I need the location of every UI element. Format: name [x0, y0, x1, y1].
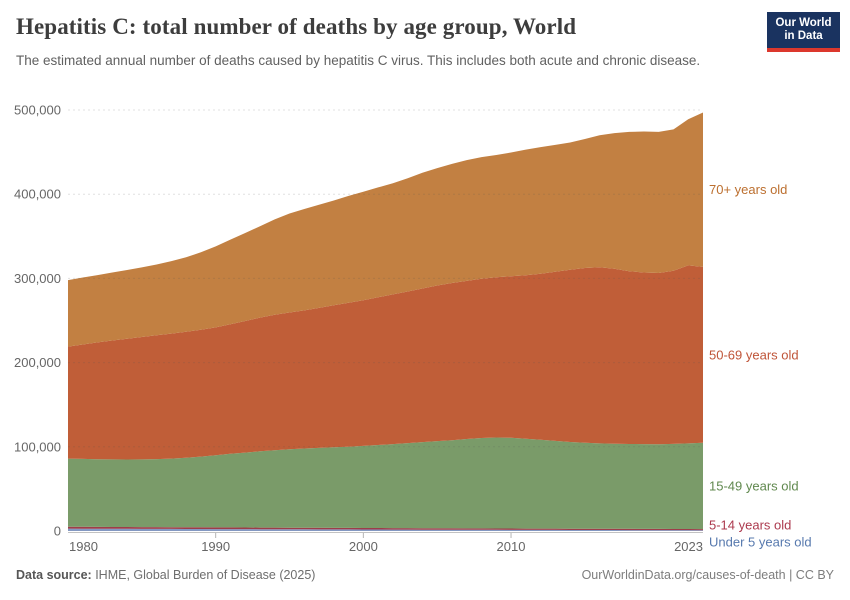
y-tick-label: 400,000: [14, 187, 61, 202]
logo-line1: Our World: [775, 17, 832, 29]
license-credit[interactable]: OurWorldinData.org/causes-of-death | CC …: [581, 568, 834, 582]
y-tick-label: 200,000: [14, 355, 61, 370]
x-tick-label: 1980: [69, 539, 98, 554]
series-label-15-49-years-old[interactable]: 15-49 years old: [709, 478, 799, 493]
x-tick-label: 1990: [201, 539, 230, 554]
series-label-50-69-years-old[interactable]: 50-69 years old: [709, 347, 799, 362]
data-source-label: Data source:: [16, 568, 92, 582]
y-tick-label: 100,000: [14, 439, 61, 454]
y-tick-label: 500,000: [14, 103, 61, 118]
chart-subtitle: The estimated annual number of deaths ca…: [16, 53, 701, 68]
x-tick-label: 2023: [674, 539, 703, 554]
owid-logo[interactable]: Our World in Data: [767, 12, 840, 52]
logo-line2: in Data: [784, 30, 823, 42]
data-source: Data source: IHME, Global Burden of Dise…: [16, 568, 315, 582]
chart-title: Hepatitis C: total number of deaths by a…: [16, 14, 577, 39]
y-tick-label: 300,000: [14, 271, 61, 286]
area-50-69-years-old[interactable]: [68, 265, 703, 460]
area-15-49-years-old[interactable]: [68, 437, 703, 530]
data-source-text: IHME, Global Burden of Disease (2025): [91, 568, 316, 582]
x-tick-label: 2000: [349, 539, 378, 554]
series-label-5-14-years-old[interactable]: 5-14 years old: [709, 518, 791, 533]
x-tick-label: 2010: [497, 539, 526, 554]
area-under-5-years-old[interactable]: [68, 528, 703, 531]
area-70-years-old[interactable]: [68, 112, 703, 347]
y-tick-label: 0: [54, 524, 61, 539]
chart-footer: Data source: IHME, Global Burden of Dise…: [16, 568, 834, 582]
area-5-14-years-old[interactable]: [68, 526, 703, 531]
series-label-under-5-years-old[interactable]: Under 5 years old: [709, 535, 812, 550]
series-label-70-years-old[interactable]: 70+ years old: [709, 182, 787, 197]
